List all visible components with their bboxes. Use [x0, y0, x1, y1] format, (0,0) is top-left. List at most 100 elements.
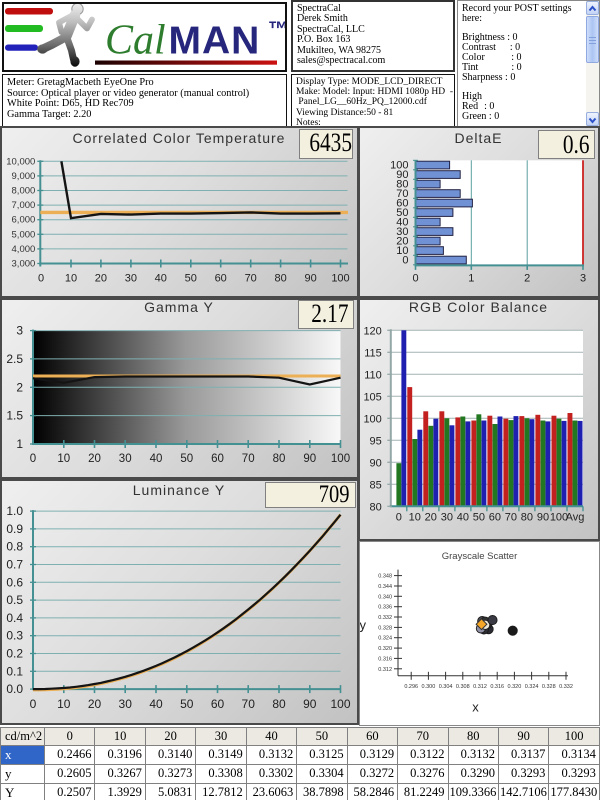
svg-text:0.328: 0.328	[542, 684, 556, 690]
svg-text:5,000: 5,000	[12, 229, 36, 240]
svg-text:0.340: 0.340	[378, 595, 392, 601]
svg-text:40: 40	[396, 216, 408, 228]
svg-text:80: 80	[396, 178, 408, 190]
svg-text:90: 90	[396, 169, 408, 181]
svg-text:30: 30	[396, 226, 408, 238]
svg-text:0: 0	[38, 272, 44, 284]
svg-text:60: 60	[211, 697, 225, 711]
svg-text:1.0: 1.0	[6, 504, 23, 518]
svg-text:90: 90	[370, 457, 382, 469]
svg-text:90: 90	[303, 697, 317, 711]
svg-text:100: 100	[550, 512, 568, 524]
svg-text:80: 80	[521, 512, 533, 524]
svg-text:0.320: 0.320	[378, 646, 392, 652]
svg-text:1: 1	[16, 437, 23, 451]
svg-text:0.300: 0.300	[422, 684, 436, 690]
svg-text:80: 80	[370, 501, 382, 513]
svg-text:50: 50	[180, 697, 194, 711]
svg-text:110: 110	[364, 369, 382, 381]
svg-text:90: 90	[537, 512, 549, 524]
svg-text:70: 70	[245, 272, 257, 284]
svg-text:x: x	[472, 700, 479, 715]
svg-text:0.5: 0.5	[6, 593, 23, 607]
svg-text:105: 105	[363, 391, 381, 403]
svg-text:85: 85	[370, 479, 382, 491]
svg-text:0.0: 0.0	[6, 682, 23, 696]
svg-text:60: 60	[211, 453, 224, 465]
svg-text:0.312: 0.312	[378, 667, 392, 673]
svg-text:10: 10	[409, 512, 421, 524]
svg-text:0.348: 0.348	[378, 574, 392, 580]
svg-text:95: 95	[370, 435, 382, 447]
svg-text:70: 70	[505, 512, 517, 524]
svg-text:1: 1	[468, 272, 474, 284]
svg-text:50: 50	[473, 512, 485, 524]
svg-text:10: 10	[57, 453, 70, 465]
svg-text:30: 30	[125, 272, 137, 284]
svg-text:2.5: 2.5	[6, 352, 23, 366]
svg-text:80: 80	[273, 453, 286, 465]
svg-text:0.316: 0.316	[378, 657, 392, 663]
svg-text:0.324: 0.324	[525, 684, 539, 690]
svg-text:40: 40	[149, 697, 163, 711]
svg-text:1.5: 1.5	[6, 409, 23, 423]
svg-text:0.8: 0.8	[6, 540, 23, 554]
svg-text:100: 100	[331, 272, 349, 284]
svg-text:3: 3	[580, 272, 586, 284]
svg-text:0.332: 0.332	[559, 684, 573, 690]
svg-text:20: 20	[425, 512, 437, 524]
svg-text:40: 40	[155, 272, 167, 284]
svg-text:3: 3	[16, 324, 23, 338]
svg-text:70: 70	[242, 453, 255, 465]
svg-text:10: 10	[65, 272, 77, 284]
svg-text:0.1: 0.1	[6, 665, 23, 679]
svg-text:20: 20	[95, 272, 107, 284]
svg-text:7,000: 7,000	[12, 200, 36, 211]
svg-text:60: 60	[215, 272, 227, 284]
svg-text:100: 100	[363, 413, 381, 425]
svg-text:80: 80	[272, 697, 286, 711]
svg-text:8,000: 8,000	[12, 185, 36, 196]
svg-text:0: 0	[30, 453, 36, 465]
svg-text:2: 2	[16, 380, 23, 394]
svg-text:20: 20	[88, 453, 101, 465]
svg-text:100: 100	[331, 453, 350, 465]
svg-text:0.336: 0.336	[378, 605, 392, 611]
svg-text:70: 70	[242, 697, 256, 711]
svg-text:10,000: 10,000	[6, 156, 35, 167]
svg-text:70: 70	[396, 188, 408, 200]
svg-text:115: 115	[364, 347, 382, 359]
svg-text:0.4: 0.4	[6, 611, 23, 625]
svg-text:20: 20	[396, 235, 408, 247]
svg-text:™: ™	[268, 18, 285, 41]
svg-text:0: 0	[396, 512, 402, 524]
svg-text:50: 50	[396, 207, 408, 219]
svg-text:90: 90	[303, 453, 316, 465]
svg-text:MAN: MAN	[169, 20, 261, 63]
svg-text:50: 50	[185, 272, 197, 284]
svg-text:0.9: 0.9	[6, 522, 23, 536]
svg-text:60: 60	[396, 197, 408, 209]
svg-text:80: 80	[274, 272, 286, 284]
svg-text:6,000: 6,000	[12, 214, 36, 225]
svg-text:y: y	[360, 618, 367, 633]
svg-text:120: 120	[363, 325, 381, 337]
svg-text:40: 40	[150, 453, 163, 465]
svg-text:4,000: 4,000	[12, 243, 36, 254]
svg-text:0.6: 0.6	[6, 576, 23, 590]
svg-text:0.332: 0.332	[378, 615, 392, 621]
svg-text:0.316: 0.316	[490, 684, 504, 690]
svg-text:100: 100	[330, 697, 350, 711]
svg-text:30: 30	[441, 512, 453, 524]
svg-text:0.324: 0.324	[378, 636, 392, 642]
svg-text:30: 30	[119, 453, 132, 465]
svg-text:90: 90	[304, 272, 316, 284]
svg-text:0: 0	[412, 272, 418, 284]
svg-text:10: 10	[57, 697, 71, 711]
svg-text:50: 50	[180, 453, 193, 465]
svg-text:0.304: 0.304	[439, 684, 453, 690]
svg-text:Cal: Cal	[105, 18, 166, 64]
svg-text:0.2: 0.2	[6, 647, 23, 661]
svg-text:0: 0	[402, 254, 408, 266]
svg-text:0: 0	[30, 697, 37, 711]
